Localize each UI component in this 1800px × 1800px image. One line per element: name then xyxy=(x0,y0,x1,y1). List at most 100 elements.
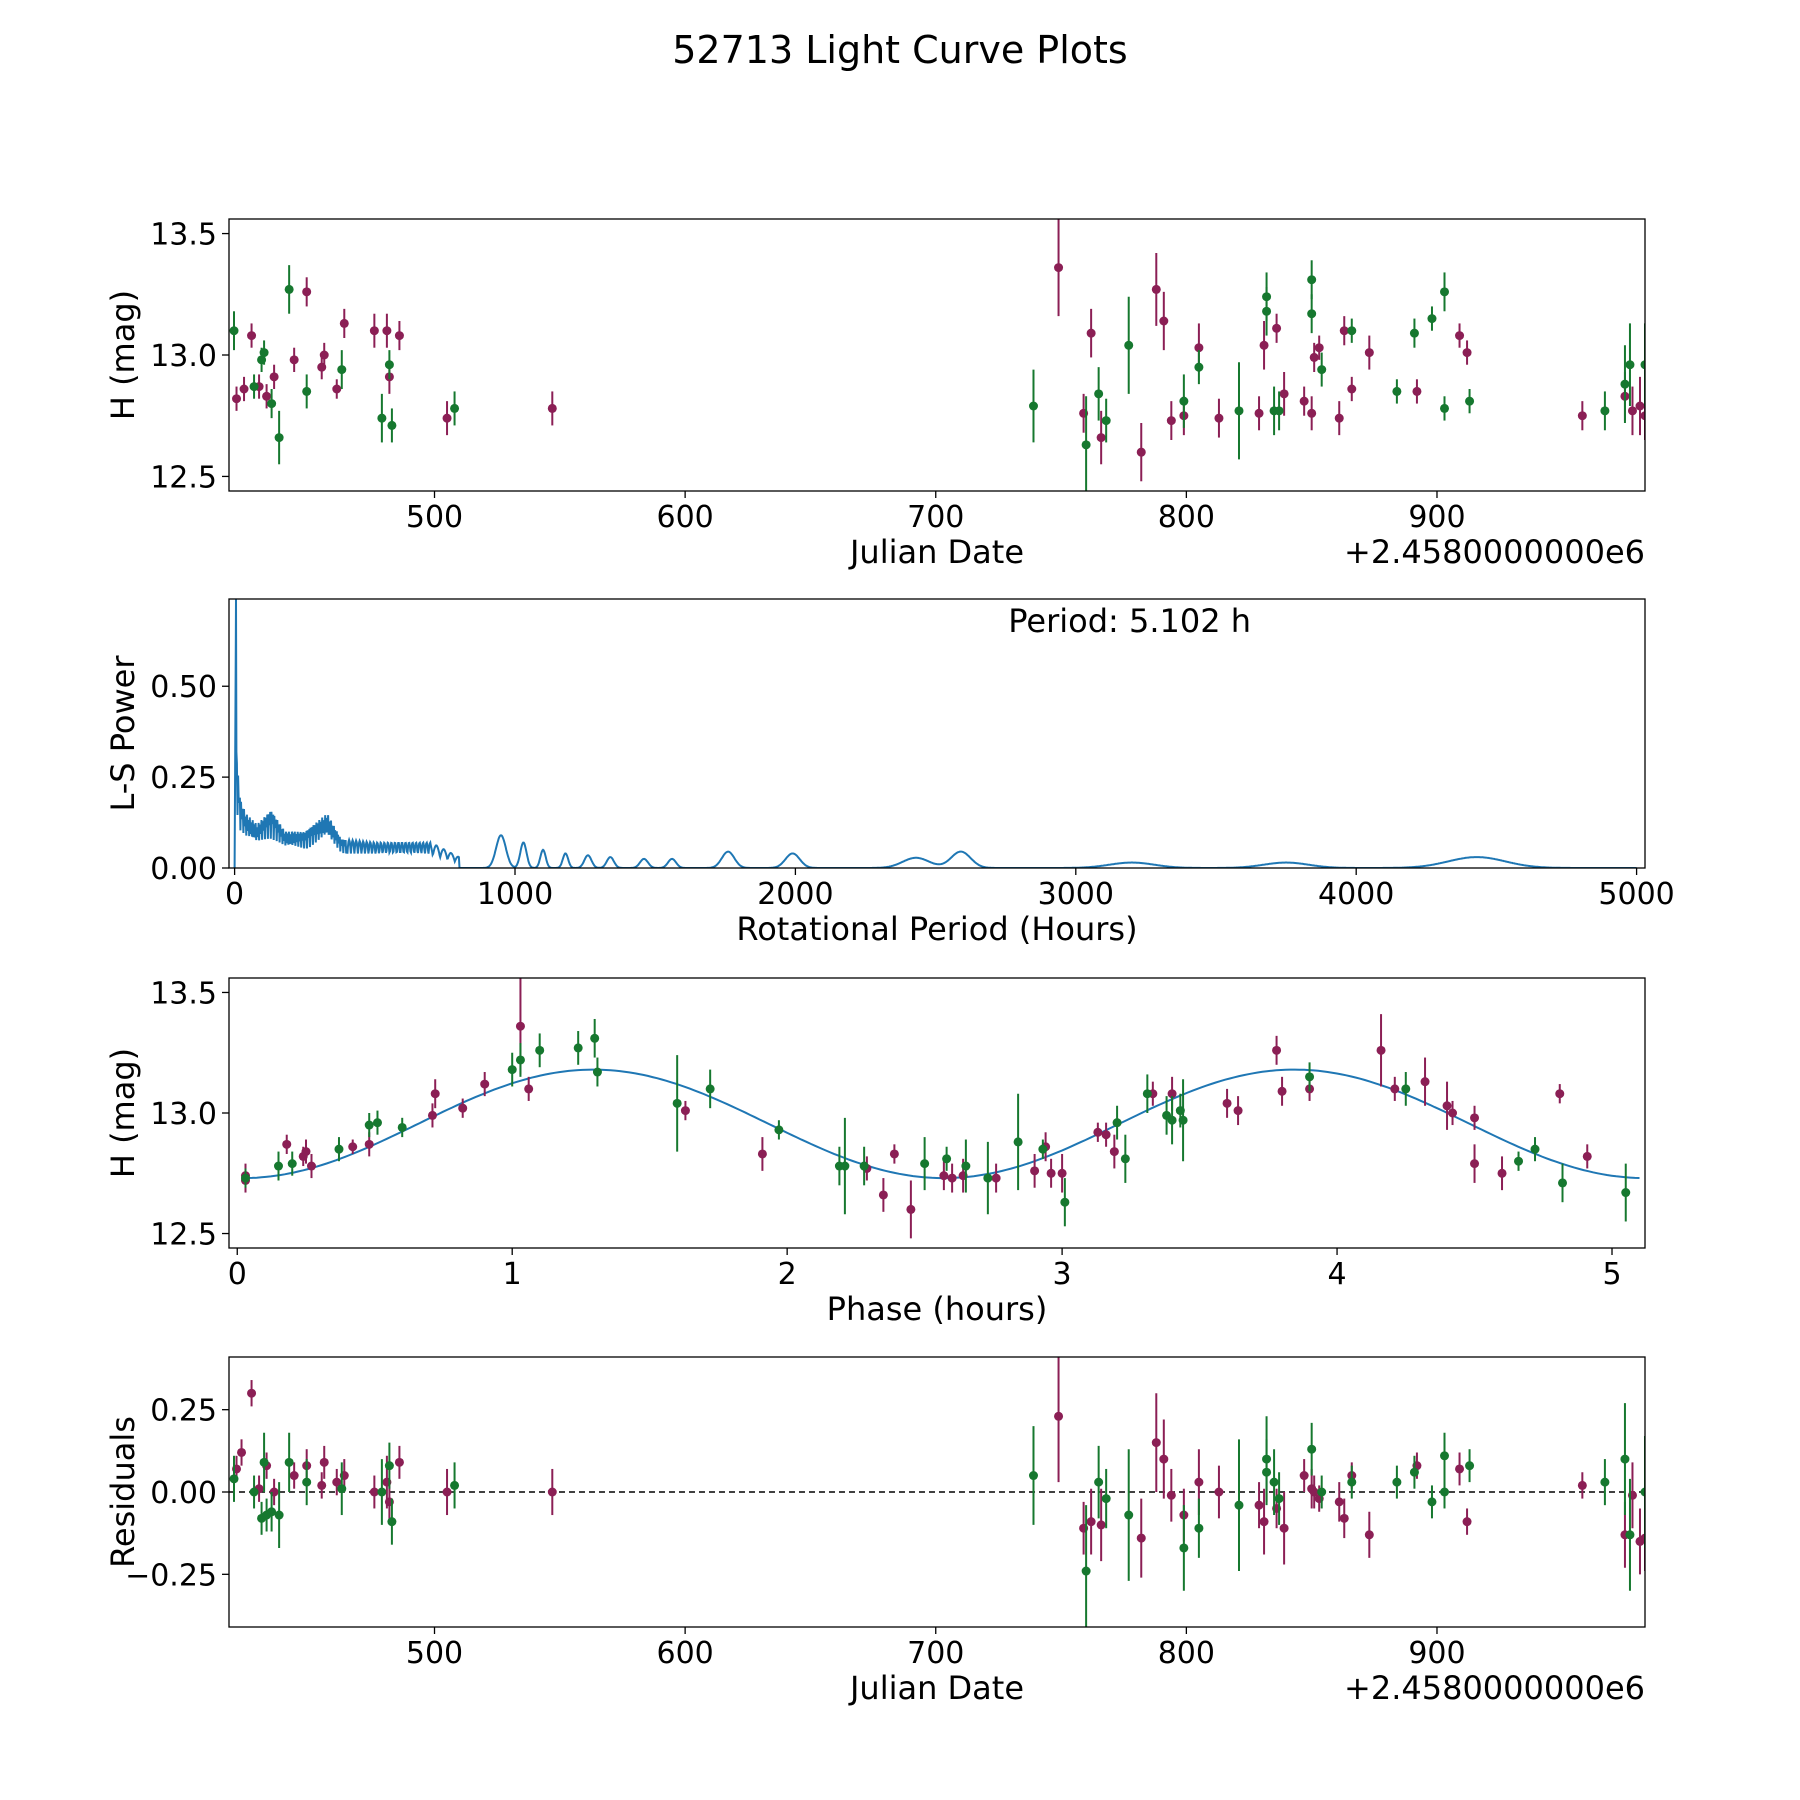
data-point xyxy=(1028,401,1038,411)
data-point xyxy=(840,1161,850,1171)
data-point xyxy=(942,1154,952,1164)
data-point xyxy=(1420,1077,1430,1087)
data-point xyxy=(394,1457,404,1467)
data-point xyxy=(1060,1197,1070,1207)
data-point xyxy=(1577,1480,1587,1490)
data-point xyxy=(983,1173,993,1183)
x-tick-label: 5000 xyxy=(1598,877,1674,912)
data-point xyxy=(334,1144,344,1154)
data-point xyxy=(1259,1517,1269,1527)
data-point xyxy=(1081,440,1091,450)
x-tick-label: 0 xyxy=(225,877,244,912)
data-point xyxy=(1307,275,1317,285)
y-axis-label: H (mag) xyxy=(104,290,142,420)
data-point xyxy=(1627,406,1637,416)
data-point xyxy=(535,1045,545,1055)
data-point xyxy=(1167,1089,1177,1099)
x-tick-label: 2000 xyxy=(757,877,833,912)
data-point xyxy=(1101,1130,1111,1140)
panel-residuals: 500 600 700 800 900 −0.25 0.00 0.25 Julian Date R… xyxy=(104,1356,1646,1707)
data-point xyxy=(1440,1487,1450,1497)
data-point xyxy=(1625,360,1635,370)
panel-raw: 500 600 700 800 900 12.5 13.0 13.5 Julian Date H … xyxy=(104,218,1646,571)
data-point xyxy=(1166,416,1176,426)
data-point xyxy=(332,1477,342,1487)
data-point xyxy=(337,365,347,375)
data-point xyxy=(239,384,249,394)
data-point xyxy=(1178,1115,1188,1125)
data-point xyxy=(427,1110,437,1120)
y-axis-label: H (mag) xyxy=(104,1048,142,1178)
data-point xyxy=(382,326,392,336)
data-point xyxy=(1194,1523,1204,1533)
data-point xyxy=(1096,1520,1106,1530)
data-point xyxy=(859,1161,869,1171)
x-tick-label: 800 xyxy=(1158,1636,1215,1671)
data-point xyxy=(1094,389,1104,399)
data-point xyxy=(1440,403,1450,413)
data-point xyxy=(1233,1106,1243,1116)
y-tick-label: 13.5 xyxy=(150,218,217,253)
data-point xyxy=(273,1161,283,1171)
data-point xyxy=(1635,401,1645,411)
data-point xyxy=(249,382,259,392)
data-point xyxy=(705,1084,715,1094)
data-point xyxy=(1274,1494,1284,1504)
data-point xyxy=(774,1125,784,1135)
data-point xyxy=(442,413,452,423)
data-point xyxy=(939,1171,949,1181)
data-point xyxy=(274,1510,284,1520)
data-point xyxy=(450,1480,460,1490)
data-point xyxy=(284,1457,294,1467)
data-point xyxy=(1347,1477,1357,1487)
data-point xyxy=(1334,413,1344,423)
data-point xyxy=(348,1142,358,1152)
data-point xyxy=(1279,389,1289,399)
data-point xyxy=(592,1067,602,1077)
data-point xyxy=(680,1106,690,1116)
data-point xyxy=(284,284,294,294)
data-point xyxy=(364,1139,374,1149)
data-point xyxy=(1093,1127,1103,1137)
x-axis-label: Rotational Period (Hours) xyxy=(736,910,1137,948)
data-point xyxy=(369,1487,379,1497)
data-point xyxy=(507,1065,517,1075)
data-point xyxy=(1013,1137,1023,1147)
x-tick-label: 4 xyxy=(1328,1257,1347,1292)
data-point xyxy=(1470,1113,1480,1123)
data-point xyxy=(372,1118,382,1128)
data-point xyxy=(1339,326,1349,336)
plot-area xyxy=(229,219,1645,491)
data-point xyxy=(1427,314,1437,324)
data-point xyxy=(1392,1477,1402,1487)
data-point xyxy=(319,350,329,360)
data-point xyxy=(1455,331,1465,341)
data-point xyxy=(1151,1438,1161,1448)
y-tick-label: 0.50 xyxy=(150,670,217,705)
data-point xyxy=(1194,362,1204,372)
data-point xyxy=(317,1480,327,1490)
x-offset-label: +2.4580000000e6 xyxy=(1344,533,1645,571)
plot-area xyxy=(233,599,1637,868)
data-point xyxy=(369,326,379,336)
data-point xyxy=(1621,1188,1631,1198)
data-point xyxy=(302,386,312,396)
data-point xyxy=(480,1079,490,1089)
x-axis-label: Phase (hours) xyxy=(827,1290,1048,1328)
data-point xyxy=(287,1159,297,1169)
y-tick-label: −0.25 xyxy=(125,1558,217,1593)
data-point xyxy=(1054,263,1064,273)
data-point xyxy=(1234,1500,1244,1510)
data-point xyxy=(397,1122,407,1132)
data-point xyxy=(1254,408,1264,418)
data-point xyxy=(1124,1510,1134,1520)
data-point xyxy=(1136,1533,1146,1543)
y-tick-label: 13.0 xyxy=(150,339,217,374)
data-point xyxy=(1440,1451,1450,1461)
data-point xyxy=(1625,1530,1635,1540)
data-point xyxy=(1497,1168,1507,1178)
data-point xyxy=(1046,1168,1056,1178)
data-point xyxy=(377,1487,387,1497)
data-point xyxy=(1109,1147,1119,1157)
data-point xyxy=(1272,323,1282,333)
